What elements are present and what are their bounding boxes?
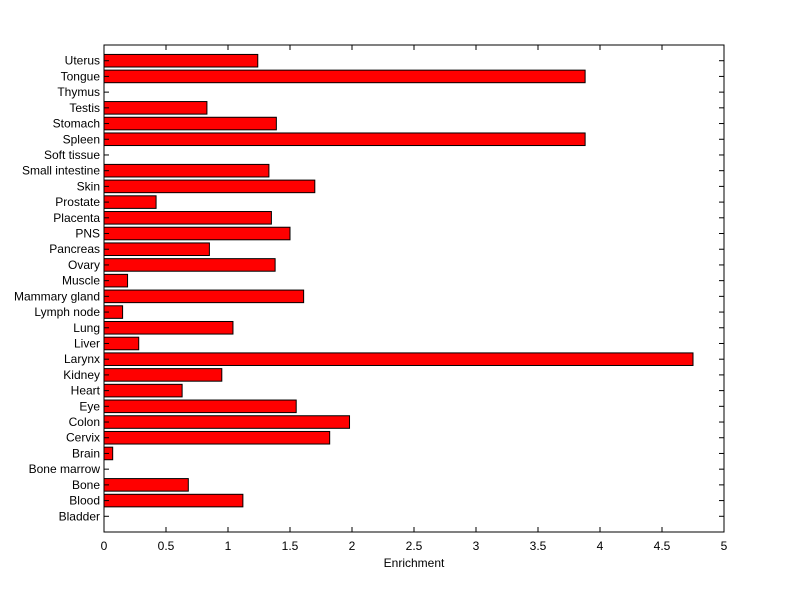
y-tick-label: PNS: [75, 227, 100, 241]
bar-placenta: [103, 211, 272, 225]
bar-kidney: [103, 368, 223, 382]
x-axis: 0 0.5 1 1.5 2 2.5 3 3.5 4 4.5 5: [101, 45, 728, 553]
y-tick-label: Eye: [79, 399, 100, 413]
x-tick-label: 3.5: [530, 539, 547, 553]
y-tick-label: Uterus: [65, 54, 100, 68]
x-axis-label: Enrichment: [384, 556, 445, 570]
bar-spleen: [103, 132, 586, 147]
x-tick-label: 1.5: [282, 539, 299, 553]
y-tick-label: Placenta: [53, 211, 100, 225]
bar-lung: [103, 320, 234, 335]
bar-ovary: [103, 258, 276, 272]
y-tick-label: Thymus: [57, 85, 100, 99]
bar-tongue: [103, 69, 586, 84]
y-tick-label: Spleen: [63, 132, 100, 146]
bar-stomach: [103, 116, 277, 131]
y-tick-label: Lung: [73, 321, 100, 335]
y-tick-label: Liver: [74, 336, 100, 350]
y-tick-label: Colon: [69, 415, 100, 429]
bar-liver: [103, 336, 140, 351]
x-tick-label: 4: [597, 539, 604, 553]
y-tick-label: Bone: [72, 478, 100, 492]
y-tick-label: Small intestine: [22, 164, 100, 178]
x-tick-label: 3: [473, 539, 480, 553]
y-tick-label: Muscle: [62, 274, 100, 288]
y-tick-label: Testis: [69, 101, 100, 115]
bar-cervix: [103, 430, 331, 445]
bar-uterus: [103, 53, 259, 68]
y-tick-label: Lymph node: [34, 305, 100, 319]
y-tick-label: Larynx: [64, 352, 100, 366]
y-tick-label: Bladder: [59, 509, 100, 523]
y-tick-label: Skin: [77, 179, 100, 193]
bar-prostate: [103, 195, 157, 209]
y-tick-label: Cervix: [66, 431, 100, 445]
y-tick-label: Heart: [71, 384, 101, 398]
x-tick-label: 0: [101, 539, 108, 553]
x-tick-label: 2: [349, 539, 356, 553]
y-tick-label: Bone marrow: [29, 462, 101, 476]
y-tick-label: Mammary gland: [14, 289, 100, 303]
bar-colon: [103, 415, 351, 429]
bar-bone: [103, 478, 189, 492]
y-tick-label: Brain: [72, 446, 100, 460]
x-tick-label: 4.5: [654, 539, 671, 553]
bar-eye: [103, 399, 297, 414]
x-tick-label: 5: [721, 539, 728, 553]
bar-mammary-gland: [103, 289, 305, 304]
bar-pns: [103, 226, 291, 241]
bar-small-intestine: [103, 163, 270, 178]
y-tick-label: Tongue: [61, 69, 101, 83]
bar-larynx: [103, 352, 694, 366]
y-tick-label: Ovary: [68, 258, 100, 272]
y-tick-label: Prostate: [55, 195, 100, 209]
x-tick-label: 2.5: [406, 539, 423, 553]
bar-blood: [103, 493, 244, 508]
bar-testis: [103, 101, 208, 115]
y-tick-label: Pancreas: [49, 242, 100, 256]
bar-pancreas: [103, 242, 210, 257]
bar-skin: [103, 179, 316, 194]
y-tick-label: Blood: [69, 494, 100, 508]
x-tick-label: 0.5: [158, 539, 175, 553]
y-tick-label: Stomach: [53, 117, 100, 131]
bars: [103, 53, 694, 508]
y-tick-label: Kidney: [63, 368, 100, 382]
y-tick-label: Soft tissue: [44, 148, 100, 162]
x-tick-label: 1: [225, 539, 232, 553]
bar-heart: [103, 383, 183, 398]
